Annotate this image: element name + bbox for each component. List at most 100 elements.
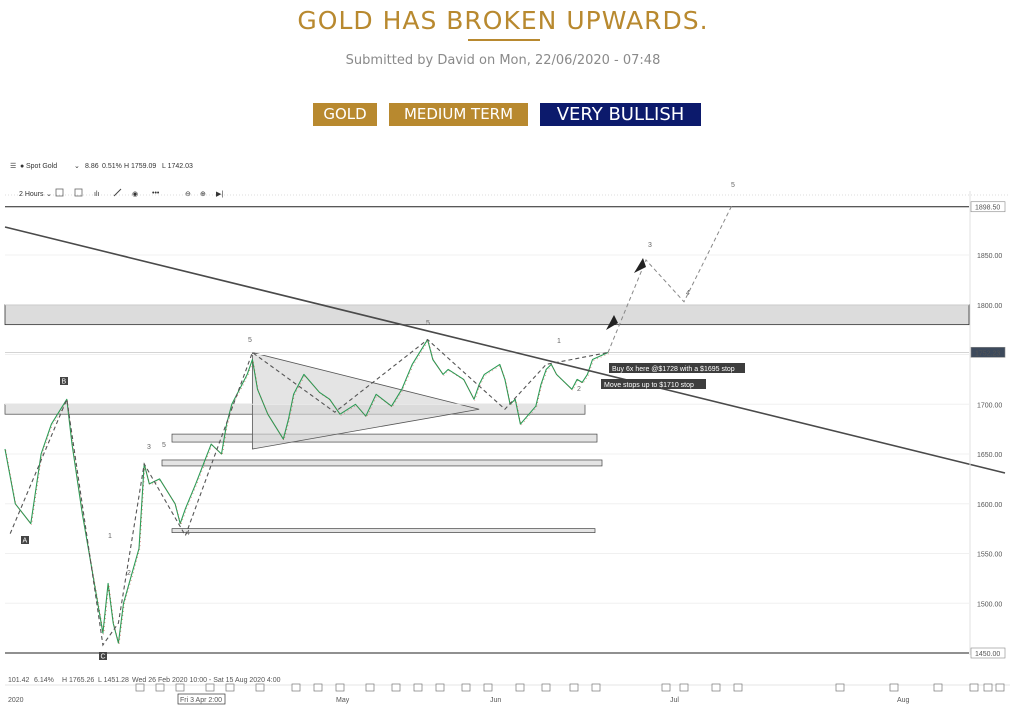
event-calendar-icon [591,683,601,692]
draw-line-icon[interactable] [113,188,122,197]
page-title: GOLD HAS BROKEN UPWARDS. [297,6,709,35]
support-zone [171,433,598,443]
chart-toolbar: 2 Hours ⌄ ılı ◉ ••• ⊖ ⊕ ▶| [5,188,1010,198]
chevron-down-icon[interactable]: ⌄ [46,191,52,198]
wave-label: 1 [557,338,561,345]
x-tick-box [177,693,226,705]
chart-footer: 101.42 6.14% H 1765.26 L 1451.28 Wed 26 … [8,677,281,684]
wave-label: 3 [147,444,151,451]
downtrend-line [4,226,1006,474]
event-calendar-icon [435,683,445,692]
event-calendar-icon [541,683,551,692]
tag-gold[interactable]: GOLD [313,103,377,126]
event-calendar-icon [175,683,185,692]
wave-label-box [99,652,107,660]
legend-change: 8.86 [85,163,99,170]
y-tick-label: 1500.00 [977,601,1002,608]
y-tick-label: 1800.00 [977,303,1002,310]
event-calendar-icon [569,683,579,692]
event-calendar-icon [733,683,743,692]
event-calendar-icon [483,683,493,692]
chart-svg[interactable]: ☰ ● Spot Gold ⌄ 8.86 0.51% H 1759.09 L 1… [0,155,1023,714]
y-tick-label: 1850.00 [977,253,1002,260]
annotations-layer: A B C 1 2 3 4 5 5 5 1 2 3 4 5 [4,182,1006,661]
event-calendar-icon [461,683,471,692]
event-calendar-icon [335,683,345,692]
event-calendar-icon [413,683,423,692]
legend-high: H 1759.09 [124,163,156,170]
event-calendar-icon [313,683,323,692]
footer-range: Wed 26 Feb 2020 10:00 - Sat 15 Aug 2020 … [132,677,281,684]
interval-select[interactable]: 2 Hours [19,191,44,198]
zoom-in-icon[interactable]: ⊕ [200,191,206,198]
event-calendar-icon [135,683,145,692]
tag-very-bullish[interactable]: VERY BULLISH [540,103,701,126]
wave-label: 4 [686,290,690,297]
indicators-icon[interactable]: ılı [94,191,100,198]
support-zone [161,459,603,467]
x-tick-label: Jun [490,697,501,704]
wave-label: 5 [248,337,252,344]
event-calendar-icon [679,683,689,692]
event-calendar-icon [661,683,671,692]
play-icon[interactable]: ▶| [216,191,223,198]
event-calendar-icon [889,683,899,692]
projection-path [607,205,733,353]
y-tick-label: 1600.00 [977,502,1002,509]
x-axis: 2020 Fri 3 Apr 2:00 May Jun Jul Aug [5,683,1010,705]
resistance-zone [4,304,970,326]
price-series [4,339,609,645]
eye-icon[interactable]: ◉ [132,191,138,198]
arrow-up-icon [606,315,618,330]
triangle-pattern [251,351,480,450]
event-calendar-icon [983,683,993,692]
note-buy-bg [609,363,745,373]
legend-symbol[interactable]: Spot Gold [26,163,57,170]
y-tick-label: 1550.00 [977,552,1002,559]
chevron-down-icon[interactable]: ⌄ [74,163,80,170]
wave-label: 2 [127,570,131,577]
wave-label-box [21,536,29,544]
more-icon[interactable]: ••• [152,190,160,197]
wave-label: 3 [648,242,652,249]
wave-label: 4 [186,530,190,537]
price-flag-label: 1898.50 [975,205,1000,212]
y-tick-label: 1700.00 [977,402,1002,409]
event-calendar-icon [365,683,375,692]
y-axis: 1850.001800.001750.001700.001650.001600.… [969,191,1006,659]
y-tick-label: 1650.00 [977,452,1002,459]
arrow-up-icon [634,258,646,273]
price-flag-label: 1450.00 [975,651,1000,658]
wave-label: 2 [577,386,581,393]
x-tick-label: Aug [897,697,910,704]
event-calendar-icon [291,683,301,692]
chart-type-icon[interactable] [74,188,83,197]
event-calendar-icon [391,683,401,692]
event-calendar-icon [933,683,943,692]
price-line [4,339,609,644]
title-underline [468,39,540,41]
zoom-out-icon[interactable]: ⊖ [185,191,191,198]
event-calendar-icon [515,683,525,692]
event-calendar-icon [969,683,979,692]
event-calendar-icon [205,683,215,692]
trade-notes: Buy 6x here @$1728 with a $1695 stop Mov… [601,363,745,389]
gridlines [5,206,969,654]
footer-change: 101.42 [8,677,30,684]
footer-change-pct: 6.14% [34,677,54,684]
event-calendar-icon [995,683,1005,692]
note-buy: Buy 6x here @$1728 with a $1695 stop [612,366,735,373]
price-chart[interactable]: ☰ ● Spot Gold ⌄ 8.86 0.51% H 1759.09 L 1… [0,155,1023,714]
wave-count-path [9,338,609,647]
menu-icon[interactable]: ☰ [10,163,16,170]
event-calendar-icon [255,683,265,692]
wave-label: 5 [731,182,735,189]
chart-legend: ☰ ● Spot Gold ⌄ 8.86 0.51% H 1759.09 L 1… [10,163,193,170]
wave-label-box [60,377,68,385]
tag-medium-term[interactable]: MEDIUM TERM [389,103,528,126]
event-calendar-icon [835,683,845,692]
footer-high: H 1765.26 [62,677,94,684]
price-flag [970,201,1006,213]
price-flag [970,647,1006,659]
calendar-icon[interactable] [55,188,64,197]
